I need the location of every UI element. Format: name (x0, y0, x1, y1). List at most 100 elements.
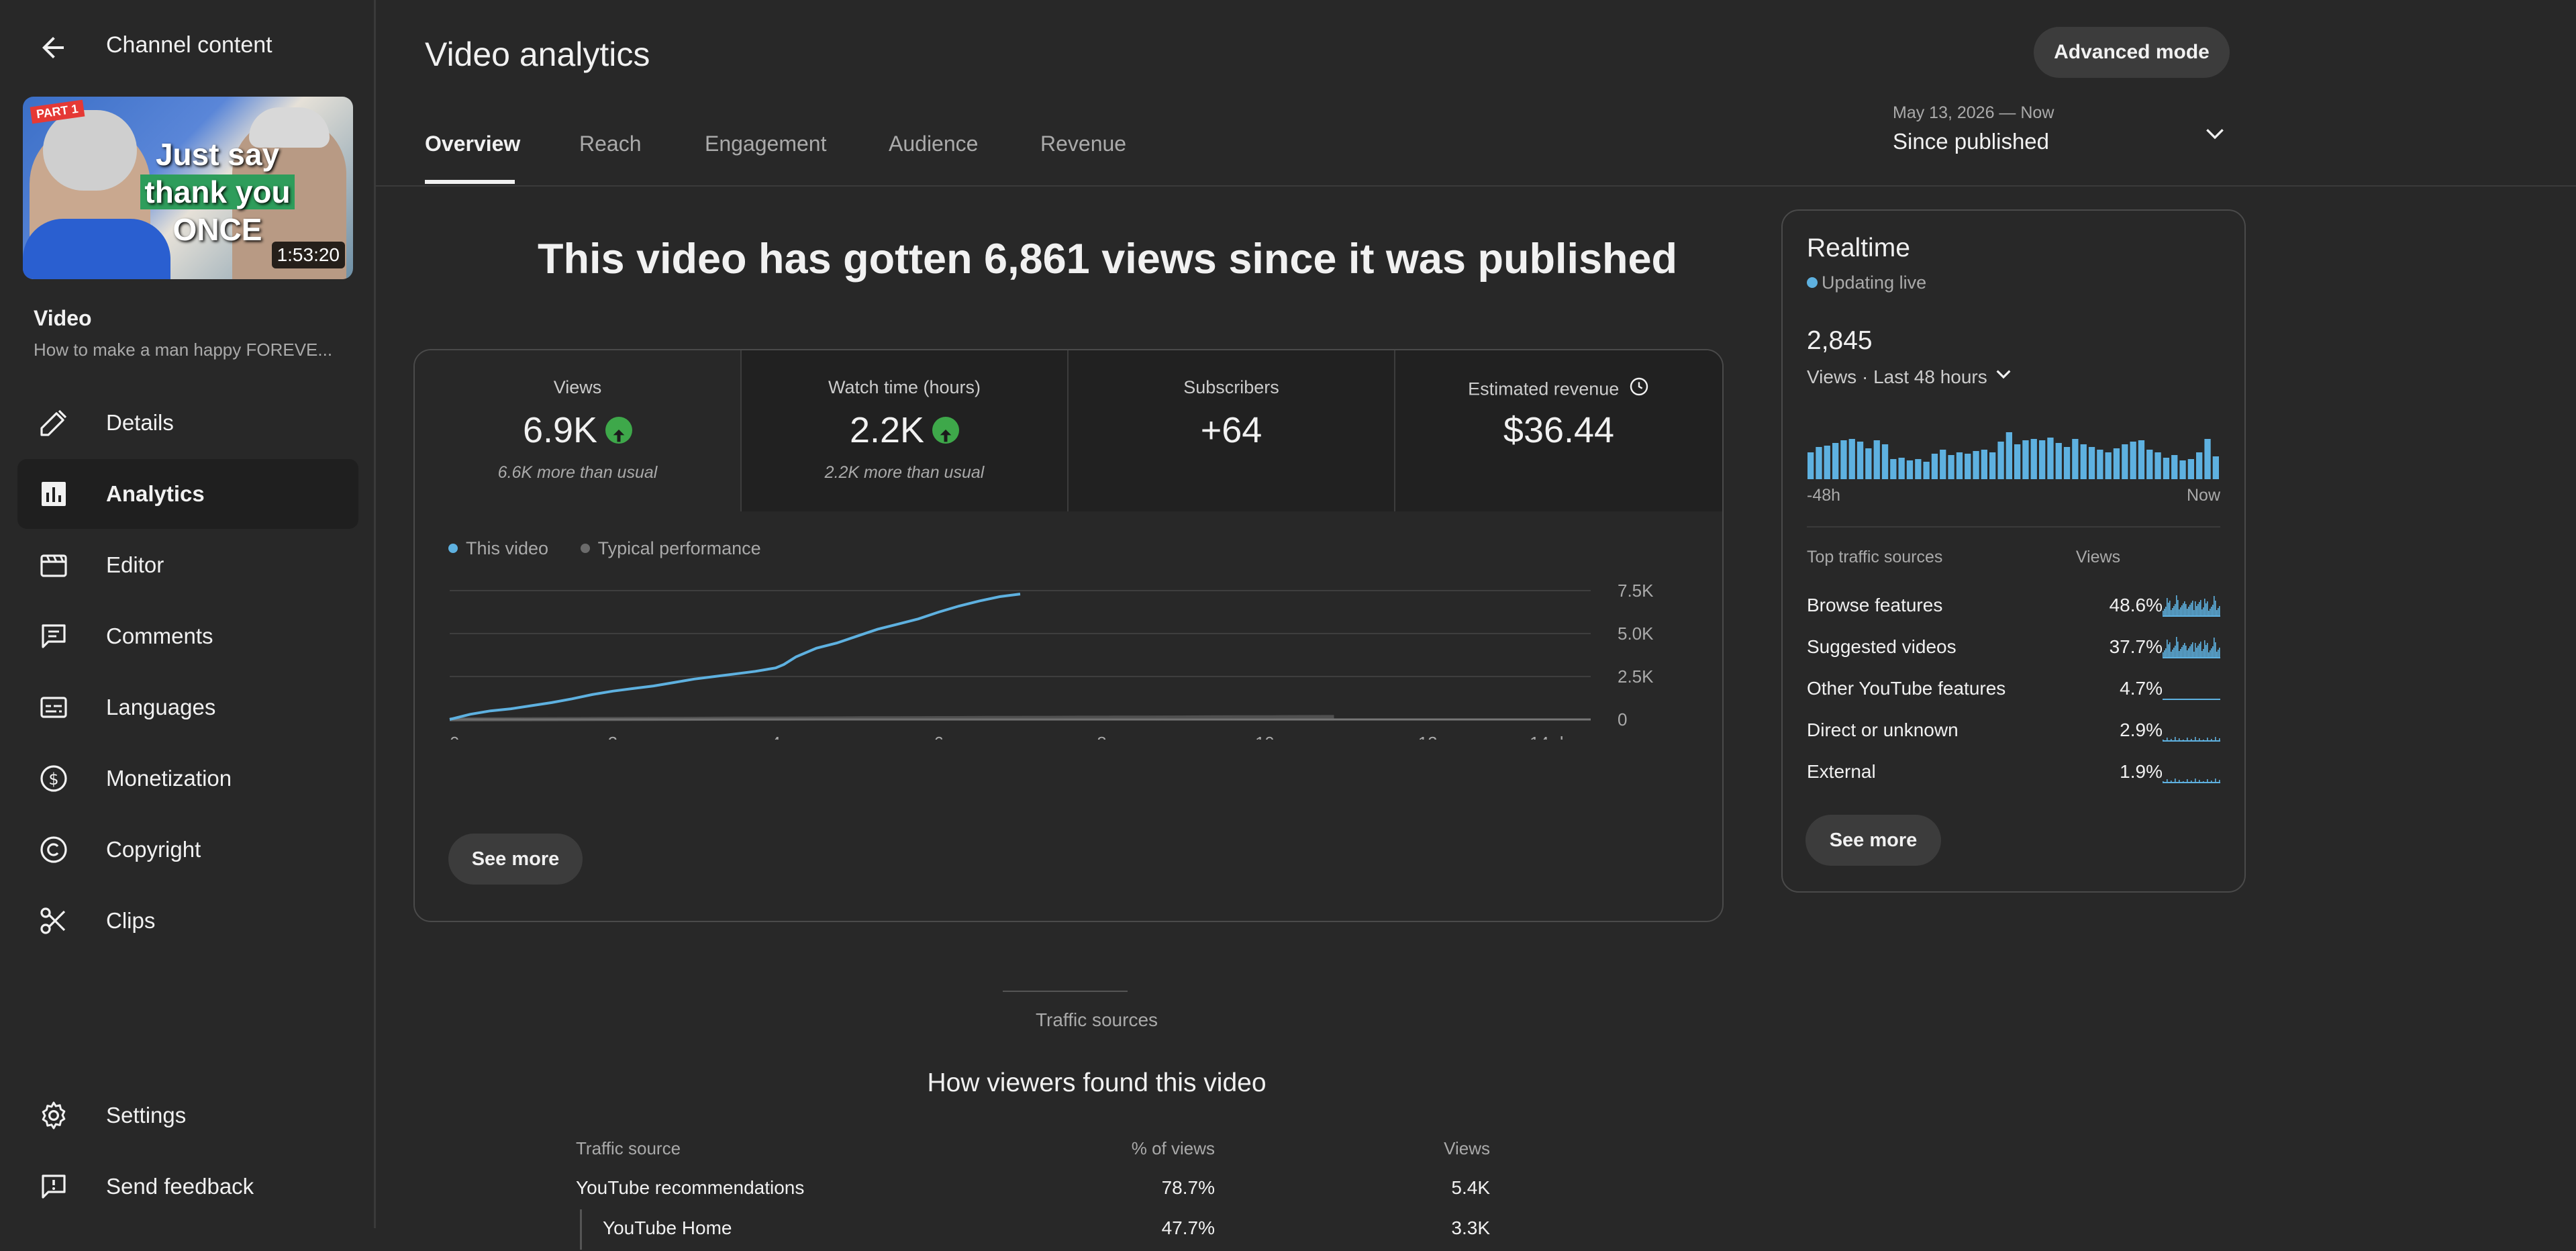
back-row[interactable]: Channel content (0, 0, 376, 94)
sidebar-item-label: Monetization (106, 766, 232, 791)
active-tab-underline (425, 180, 515, 184)
sparkline-bar (2175, 646, 2176, 658)
traffic-source-pct: 1.9% (2120, 761, 2163, 782)
sidebar-item-clips[interactable]: Clips (17, 886, 358, 956)
sparkline-bar (2212, 605, 2214, 616)
tab-audience[interactable]: Audience (889, 132, 979, 156)
realtime-bar (2130, 442, 2136, 479)
metric-subscribers[interactable]: Subscribers +64 (1069, 350, 1395, 511)
legend-this-video: This video (448, 538, 548, 558)
column-header: Views (1444, 1138, 1490, 1158)
sidebar: Channel content PART 1 Just say thank yo… (0, 0, 376, 1228)
thumbnail-line-3: ONCE (172, 212, 262, 247)
overview-card: Views 6.9K 6.6K more than usual Watch ti… (413, 349, 1724, 922)
sparkline-bar (2189, 646, 2191, 658)
date-range-label: Since published (1893, 129, 2049, 154)
sparkline-bar (2184, 643, 2185, 658)
sidebar-item-analytics[interactable]: Analytics (17, 459, 358, 529)
sidebar-item-label: Languages (106, 695, 216, 719)
sparkline-bar (2188, 607, 2189, 616)
sparkline-bar (2176, 637, 2177, 658)
realtime-period-selector[interactable]: Views · Last 48 hours (1807, 365, 2014, 391)
sidebar-item-label: Copyright (106, 837, 201, 862)
tab-overview[interactable]: Overview (425, 132, 521, 156)
sparkline-bar (2211, 739, 2212, 741)
sidebar-item-languages[interactable]: Languages (17, 672, 358, 742)
copyright-icon (35, 831, 72, 868)
sparkline-bar (2191, 739, 2192, 741)
sparkline-bar (2177, 642, 2179, 658)
sidebar-item-editor[interactable]: Editor (17, 530, 358, 600)
views-line-chart: 0 2.5K 5.0K 7.5K 0 2 4 6 8 10 12 14 days (449, 581, 1654, 740)
realtime-title: Realtime (1807, 234, 1910, 262)
pct-cell: 47.7% (1161, 1217, 1215, 1238)
sidebar-item-settings[interactable]: Settings (17, 1081, 358, 1150)
sparkline-bar (2207, 738, 2208, 741)
sidebar-item-comments[interactable]: Comments (17, 601, 358, 671)
sparkline-bar (2207, 601, 2208, 616)
metric-note: 6.6K more than usual (497, 463, 658, 482)
thumbnail-line-1: Just say (155, 137, 280, 172)
realtime-bar (2047, 438, 2054, 479)
realtime-bar (2154, 452, 2161, 479)
tab-engagement[interactable]: Engagement (705, 132, 827, 156)
tab-revenue[interactable]: Revenue (1040, 132, 1127, 156)
sparkline-bar (2164, 650, 2165, 658)
traffic-source-name: Suggested videos (1807, 636, 1956, 657)
video-title: How to make a man happy FOREVE... (34, 340, 333, 360)
sparkline-bar (2183, 740, 2184, 741)
sidebar-item-copyright[interactable]: Copyright (17, 815, 358, 885)
traffic-source-pct: 48.6% (2109, 595, 2163, 615)
table-row[interactable]: YouTube recommendations 78.7% 5.4K (576, 1177, 1558, 1211)
pct-cell: 78.7% (1161, 1177, 1215, 1198)
sidebar-item-label: Comments (106, 623, 213, 648)
clapperboard-icon (35, 546, 72, 584)
sparkline-bar (2204, 640, 2206, 658)
traffic-section-title: How viewers found this video (927, 1068, 1267, 1097)
realtime-axis-start: -48h (1807, 486, 1841, 505)
table-row[interactable]: YouTube Home 47.7% 3.3K (576, 1209, 1558, 1251)
metric-watch-time[interactable]: Watch time (hours) 2.2K 2.2K more than u… (742, 350, 1069, 511)
sparkline-bar (2206, 603, 2207, 616)
metric-views[interactable]: Views 6.9K 6.6K more than usual (415, 350, 742, 511)
channel-content-link[interactable]: Channel content (106, 32, 273, 58)
advanced-mode-button[interactable]: Advanced mode (2034, 27, 2230, 78)
sidebar-item-details[interactable]: Details (17, 388, 358, 458)
sparkline-bar (2163, 611, 2164, 616)
back-arrow-icon[interactable] (34, 28, 72, 67)
sidebar-item-monetization[interactable]: $ Monetization (17, 744, 358, 813)
sparkline-bar (2218, 608, 2219, 616)
y-tick-label: 5.0K (1618, 623, 1654, 644)
realtime-bar (1890, 459, 1897, 479)
sidebar-item-label: Settings (106, 1103, 187, 1128)
y-tick-label: 7.5K (1618, 581, 1654, 601)
traffic-source-pct: 2.9% (2120, 719, 2163, 740)
realtime-bar (1898, 458, 1905, 479)
realtime-bar (1931, 454, 1938, 479)
analytics-icon (35, 475, 72, 513)
sparkline-bar (2185, 646, 2187, 658)
sparkline-bar (2171, 610, 2172, 616)
views-cell: 5.4K (1451, 1177, 1490, 1198)
sparkline-bar (2195, 601, 2196, 616)
sparkline-bar (2183, 781, 2184, 783)
tab-reach[interactable]: Reach (579, 132, 642, 156)
video-thumbnail[interactable]: PART 1 Just say thank you ONCE 1:53:20 (23, 97, 353, 279)
date-range-selector[interactable]: May 13, 2026 — Now Since published (1893, 101, 2228, 161)
realtime-see-more-button[interactable]: See more (1805, 815, 1941, 866)
sparkline-bar (2179, 738, 2180, 741)
thumbnail-line-2: thank you (140, 174, 295, 209)
sparkline-bar (2197, 646, 2199, 658)
feedback-icon (35, 1168, 72, 1205)
series-line-this-video (449, 593, 1021, 721)
traffic-source-name: Browse features (1807, 595, 1943, 615)
see-more-button[interactable]: See more (448, 834, 583, 885)
metric-estimated-revenue[interactable]: Estimated revenue $36.44 (1395, 350, 1722, 511)
traffic-divider (1003, 991, 1128, 992)
metric-label: Subscribers (1183, 377, 1279, 397)
realtime-bar (2005, 432, 2012, 479)
scissors-icon (35, 902, 72, 940)
sidebar-item-label: Send feedback (106, 1174, 254, 1199)
views-headline: This video has gotten 6,861 views since … (537, 236, 1678, 283)
sidebar-item-send-feedback[interactable]: Send feedback (17, 1152, 358, 1221)
